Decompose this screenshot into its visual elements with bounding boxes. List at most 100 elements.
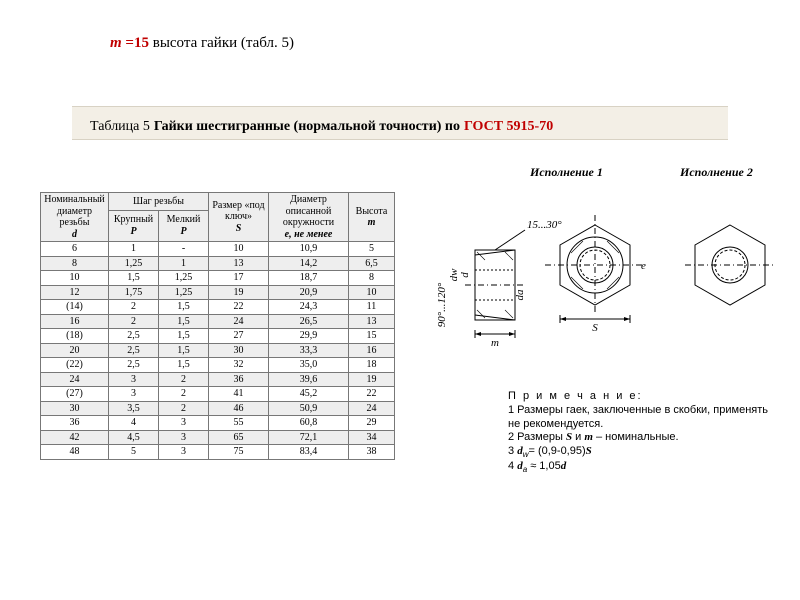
table-cell: 1,5 [159, 314, 209, 329]
table-cell: 55 [209, 416, 269, 431]
table-cell: - [159, 242, 209, 257]
table-cell: 18 [349, 358, 395, 373]
note-3: 3 dw= (0,9-0,95)S [508, 445, 592, 457]
table-cell: 1,5 [159, 358, 209, 373]
table-cell: 4,5 [109, 430, 159, 445]
table-row: 24323639,619 [41, 372, 395, 387]
table-cell: 19 [349, 372, 395, 387]
table-cell: 13 [209, 256, 269, 271]
table-cell: 29 [349, 416, 395, 431]
table-cell: 16 [349, 343, 395, 358]
table-cell: 3 [159, 430, 209, 445]
table-body: 61-1010,9581,2511314,26,5101,51,251718,7… [41, 242, 395, 460]
table-cell: 22 [209, 300, 269, 315]
table-cell: 3 [109, 372, 159, 387]
table-row: 48537583,438 [41, 445, 395, 460]
table-cell: 11 [349, 300, 395, 315]
table-cell: 10 [349, 285, 395, 300]
table-cell: 6,5 [349, 256, 395, 271]
table-cell: 1,5 [109, 271, 159, 286]
table-cell: 1,25 [109, 256, 159, 271]
table-cell: 8 [41, 256, 109, 271]
table-cell: 32 [209, 358, 269, 373]
table-cell: 3,5 [109, 401, 159, 416]
table-cell: 24 [349, 401, 395, 416]
caption-gost: ГОСТ 5915-70 [464, 119, 553, 135]
table-cell: 6 [41, 242, 109, 257]
table-cell: 1,5 [159, 329, 209, 344]
svg-text:15...30°: 15...30° [527, 219, 562, 231]
table-row: (22)2,51,53235,018 [41, 358, 395, 373]
m-desc: высота гайки (табл. 5) [149, 35, 294, 51]
table-cell: 20,9 [269, 285, 349, 300]
table-cell: 38 [349, 445, 395, 460]
table-cell: 27 [209, 329, 269, 344]
table-row: 36435560,829 [41, 416, 395, 431]
m-value: =15 [122, 35, 149, 51]
table-cell: 33,3 [269, 343, 349, 358]
table-head: Номинальный диаметр резьбыd Шаг резьбы Р… [41, 193, 395, 242]
footnotes: П р и м е ч а н и е: 1 Размеры гаек, зак… [508, 390, 778, 475]
table-cell: 41 [209, 387, 269, 402]
table-cell: 3 [159, 445, 209, 460]
table-cell: 46 [209, 401, 269, 416]
table-cell: 8 [349, 271, 395, 286]
svg-text:S: S [592, 322, 598, 334]
table-cell: 75 [209, 445, 269, 460]
table-cell: 39,6 [269, 372, 349, 387]
table-cell: 5 [349, 242, 395, 257]
table-cell: 22 [349, 387, 395, 402]
table-cell: 42 [41, 430, 109, 445]
table-cell: 2 [109, 300, 159, 315]
table-row: 202,51,53033,316 [41, 343, 395, 358]
top-note: m =15 высота гайки (табл. 5) [110, 35, 294, 52]
table-cell: 72,1 [269, 430, 349, 445]
table-cell: (22) [41, 358, 109, 373]
table-row: 424,536572,134 [41, 430, 395, 445]
table-cell: (14) [41, 300, 109, 315]
table-cell: 2,5 [109, 343, 159, 358]
table-cell: 30 [209, 343, 269, 358]
table-row: 81,2511314,26,5 [41, 256, 395, 271]
table-cell: 36 [209, 372, 269, 387]
table-cell: 50,9 [269, 401, 349, 416]
table-cell: 2,5 [109, 329, 159, 344]
table-cell: 1,25 [159, 285, 209, 300]
table-cell: 1,5 [159, 300, 209, 315]
nut-dimensions-table: Номинальный диаметр резьбыd Шаг резьбы Р… [40, 192, 395, 460]
table-cell: 24,3 [269, 300, 349, 315]
table-cell: 2,5 [109, 358, 159, 373]
m-symbol: m [110, 35, 122, 51]
table-caption: Таблица 5 Гайки шестигранные (нормальной… [72, 106, 728, 140]
execution-2-label: Исполнение 2 [680, 165, 753, 180]
table-cell: 30 [41, 401, 109, 416]
table-cell: 13 [349, 314, 395, 329]
table-row: 101,51,251718,78 [41, 271, 395, 286]
table-row: 303,524650,924 [41, 401, 395, 416]
table-cell: 17 [209, 271, 269, 286]
table-cell: 2 [159, 401, 209, 416]
table-cell: 4 [109, 416, 159, 431]
table-cell: 29,9 [269, 329, 349, 344]
note-1: 1 Размеры гаек, заключенные в скобки, пр… [508, 404, 768, 430]
svg-text:90°...120°: 90°...120° [436, 282, 448, 327]
note-4: 4 da ≈ 1,05d [508, 460, 566, 472]
table-cell: 12 [41, 285, 109, 300]
table-cell: 1 [159, 256, 209, 271]
table-cell: 26,5 [269, 314, 349, 329]
table-cell: 5 [109, 445, 159, 460]
svg-text:e: e [641, 260, 646, 272]
table-cell: (18) [41, 329, 109, 344]
table-cell: 14,2 [269, 256, 349, 271]
svg-text:d: d [459, 272, 471, 278]
table-cell: 65 [209, 430, 269, 445]
table-cell: 1,5 [159, 343, 209, 358]
table-cell: 15 [349, 329, 395, 344]
table-cell: 60,8 [269, 416, 349, 431]
table-row: (27)324145,222 [41, 387, 395, 402]
caption-label: Таблица 5 [90, 119, 150, 135]
table-cell: 10 [209, 242, 269, 257]
table-cell: 18,7 [269, 271, 349, 286]
execution-1-label: Исполнение 1 [530, 165, 603, 180]
table-cell: 3 [109, 387, 159, 402]
